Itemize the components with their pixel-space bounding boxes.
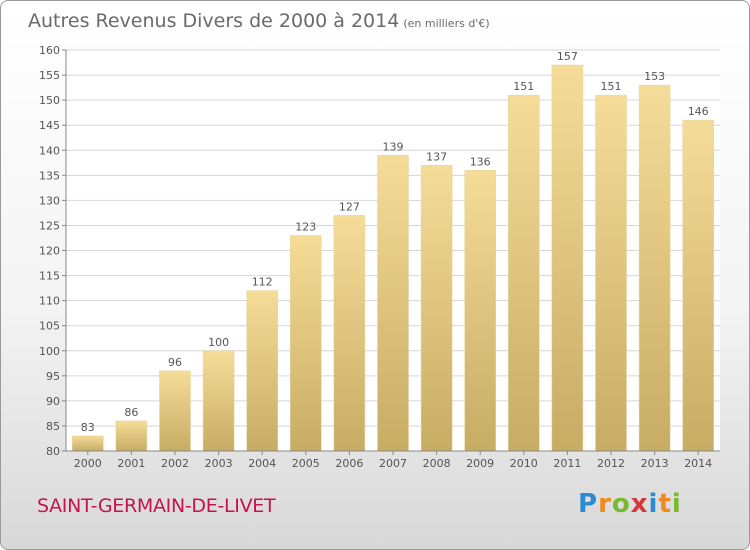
y-tick-label: 120 <box>39 245 60 258</box>
logo-letter: i <box>671 489 682 519</box>
x-tick-label: 2014 <box>684 457 712 470</box>
y-tick-label: 110 <box>39 295 60 308</box>
logo-letter: r <box>598 489 612 519</box>
x-tick-label: 2010 <box>510 457 538 470</box>
logo-letter: t <box>658 489 672 519</box>
x-tick-label: 2003 <box>205 457 233 470</box>
logo-letter: o <box>611 489 631 519</box>
y-tick-label: 160 <box>39 44 60 57</box>
bar <box>420 165 453 452</box>
chart-unit: (en milliers d'€) <box>403 17 490 30</box>
bar <box>159 370 191 452</box>
y-tick-label: 125 <box>39 219 60 232</box>
bar-value-label: 151 <box>513 80 534 93</box>
y-tick-label: 155 <box>39 69 60 82</box>
y-tick-label: 80 <box>46 445 60 458</box>
bar <box>290 235 322 452</box>
bar-value-label: 86 <box>124 406 138 419</box>
bar <box>638 84 671 452</box>
bar <box>246 290 278 452</box>
place-name: SAINT-GERMAIN-DE-LIVET <box>37 495 276 517</box>
bar-value-label: 153 <box>644 70 665 83</box>
bar-value-label: 157 <box>557 50 578 63</box>
x-tick-label: 2012 <box>597 457 625 470</box>
y-tick-label: 140 <box>39 144 60 157</box>
x-tick-label: 2004 <box>248 457 276 470</box>
y-tick-label: 150 <box>39 94 60 107</box>
y-tick-label: 135 <box>39 169 60 182</box>
bar-value-label: 139 <box>383 140 404 153</box>
bar <box>551 64 584 452</box>
bar-value-label: 83 <box>81 421 95 434</box>
bar <box>333 215 366 452</box>
x-tick-label: 2008 <box>423 457 451 470</box>
bar <box>377 155 409 452</box>
bar-value-label: 112 <box>252 276 273 289</box>
y-tick-label: 95 <box>46 370 60 383</box>
x-tick-label: 2007 <box>379 457 407 470</box>
bar-value-label: 123 <box>295 220 316 233</box>
x-tick-label: 2011 <box>553 457 581 470</box>
logo-letter: i <box>648 489 659 519</box>
bar <box>202 350 235 452</box>
y-tick-label: 115 <box>39 270 60 283</box>
logo-letter: P <box>578 489 599 519</box>
x-tick-label: 2000 <box>74 457 102 470</box>
bar <box>508 94 540 452</box>
y-tick-label: 145 <box>39 119 60 132</box>
bar <box>595 94 627 452</box>
y-tick-label: 130 <box>39 194 60 207</box>
y-tick-label: 100 <box>39 345 60 358</box>
chart-title-text: Autres Revenus Divers de 2000 à 2014 <box>28 10 400 32</box>
bar <box>72 435 104 452</box>
y-tick-label: 85 <box>46 420 60 433</box>
bar-value-label: 100 <box>208 336 229 349</box>
chart-title: Autres Revenus Divers de 2000 à 2014 (en … <box>28 10 490 32</box>
bar-value-label: 96 <box>168 356 182 369</box>
x-tick-label: 2001 <box>117 457 145 470</box>
y-tick-label: 90 <box>46 395 60 408</box>
bar-value-label: 127 <box>339 200 360 213</box>
bar-value-label: 136 <box>470 155 491 168</box>
proxiti-logo: Proxiti <box>578 489 682 519</box>
bar-value-label: 137 <box>426 150 447 163</box>
bar-value-label: 151 <box>601 80 622 93</box>
bar <box>115 420 148 452</box>
y-tick-label: 105 <box>39 320 60 333</box>
x-tick-label: 2009 <box>466 457 494 470</box>
x-tick-label: 2002 <box>161 457 189 470</box>
bar-value-label: 146 <box>688 105 709 118</box>
bar <box>682 119 714 452</box>
x-tick-label: 2005 <box>292 457 320 470</box>
x-tick-label: 2006 <box>335 457 363 470</box>
x-tick-label: 2013 <box>641 457 669 470</box>
logo-letter: x <box>630 489 649 519</box>
bar <box>464 170 496 452</box>
